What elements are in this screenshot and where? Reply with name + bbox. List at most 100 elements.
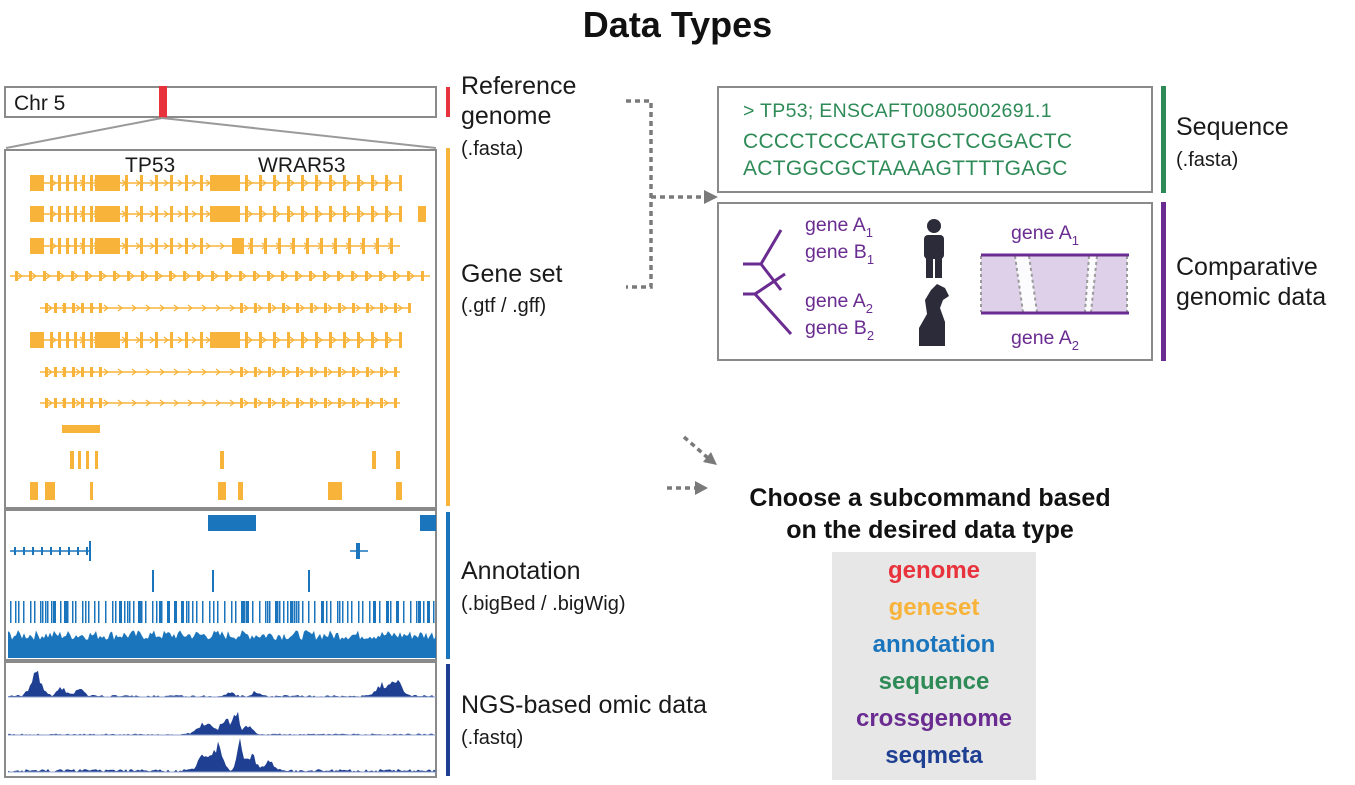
exon-block	[140, 206, 143, 222]
strand-arrow	[115, 272, 121, 280]
exon-block	[259, 332, 262, 348]
exon-block	[45, 367, 48, 377]
exon-block	[15, 271, 18, 281]
strand-arrow	[177, 179, 183, 187]
strand-arrow	[247, 179, 253, 187]
exon-block	[287, 206, 290, 222]
annotation-bed-feature	[112, 601, 114, 623]
exon-block	[45, 398, 48, 408]
strand-arrow	[145, 399, 151, 407]
strand-arrow	[331, 336, 337, 344]
strand-arrow	[373, 336, 379, 344]
strand-arrow	[285, 304, 291, 312]
strand-arrow	[75, 368, 81, 376]
exon-block	[245, 206, 248, 222]
ngs-coverage-peak	[8, 670, 436, 697]
strand-arrow	[227, 272, 233, 280]
exon-block	[273, 332, 276, 348]
exon-block	[352, 303, 355, 313]
exon-block	[211, 271, 214, 281]
exon-block	[315, 332, 318, 348]
subcommand-seqmeta: seqmeta	[885, 742, 983, 769]
strand-arrow	[299, 368, 305, 376]
annotation-bed-feature	[283, 601, 285, 623]
exon-block	[99, 271, 102, 281]
annotation-bed-feature	[275, 601, 278, 623]
annotation-bed-feature	[277, 601, 279, 623]
strand-arrow	[205, 242, 211, 250]
comparative-drawing: gene A1 gene B1 gene A2 gene B2	[743, 214, 1129, 353]
exon-block	[399, 332, 402, 348]
annotation-bed-feature	[342, 601, 344, 623]
annotation-bed-feature	[347, 601, 349, 623]
exon-block	[282, 303, 285, 313]
strand-arrow	[271, 399, 277, 407]
arrow-diagonal	[682, 435, 710, 460]
exon-block	[371, 206, 374, 222]
strand-arrow	[187, 368, 193, 376]
annotation-bed-feature	[433, 601, 435, 623]
annotation-bed-feature	[88, 601, 90, 623]
strand-arrow	[325, 272, 331, 280]
strand-arrow	[373, 179, 379, 187]
strand-arrow	[317, 179, 323, 187]
exon-block	[95, 206, 120, 222]
annotation-bed-feature	[105, 601, 107, 623]
exon-block	[140, 238, 143, 254]
annotation-bed-feature	[294, 601, 296, 623]
strand-arrow	[213, 272, 219, 280]
ngs-label: NGS-based omic data	[461, 691, 707, 719]
annotation-bed-feature	[75, 601, 77, 623]
annotation-bed-feature	[339, 601, 341, 623]
strand-arrow	[159, 399, 165, 407]
exon-block	[264, 238, 267, 254]
exon-block	[170, 332, 173, 348]
strand-arrow	[159, 368, 165, 376]
strand-arrow	[159, 304, 165, 312]
reference-color-bar	[446, 87, 450, 117]
exon-block	[185, 332, 188, 348]
strand-arrow	[229, 399, 235, 407]
strand-arrow	[257, 368, 263, 376]
strand-arrow	[131, 399, 137, 407]
exon-block	[81, 367, 84, 377]
annotation-tick	[77, 547, 79, 555]
strand-arrow	[101, 272, 107, 280]
comparative-label: Comparative genomic data	[1176, 253, 1327, 311]
exon-block	[66, 238, 69, 254]
annotation-bed-feature	[423, 601, 425, 623]
exon-block	[351, 271, 354, 281]
exon-block	[343, 206, 346, 222]
exon-block	[239, 271, 242, 281]
annotation-bed-feature	[416, 601, 418, 623]
exon-block	[385, 206, 388, 222]
annotation-bed-feature	[314, 601, 316, 623]
annotation-bed-feature	[45, 601, 47, 623]
exon-block	[380, 398, 383, 408]
annotation-bed-feature	[133, 601, 135, 623]
strand-arrow	[339, 272, 345, 280]
exon-block	[385, 175, 388, 191]
annotation-bed-feature	[358, 601, 360, 623]
exon-block	[278, 238, 281, 254]
exon-block	[99, 367, 102, 377]
exon-block	[372, 451, 376, 469]
annotation-bed-feature	[427, 601, 430, 623]
annotation-bed-feature	[141, 601, 143, 623]
gene-b1-label: gene B1	[805, 241, 874, 267]
annotation-wig-signal	[8, 630, 436, 658]
transcript-models	[10, 175, 430, 500]
exon-block	[310, 398, 313, 408]
strand-arrow	[341, 399, 347, 407]
annotation-bed-feature	[186, 601, 188, 623]
exon-block	[240, 303, 243, 313]
annotation-bed-feature	[67, 601, 69, 623]
exon-block	[324, 367, 327, 377]
chromosome-ideogram	[4, 86, 437, 118]
exon-block	[127, 271, 130, 281]
strand-arrow	[261, 336, 267, 344]
exon-block	[29, 271, 32, 281]
exon-block	[90, 206, 93, 222]
strand-arrow	[369, 399, 375, 407]
annotation-tracks	[8, 515, 436, 658]
